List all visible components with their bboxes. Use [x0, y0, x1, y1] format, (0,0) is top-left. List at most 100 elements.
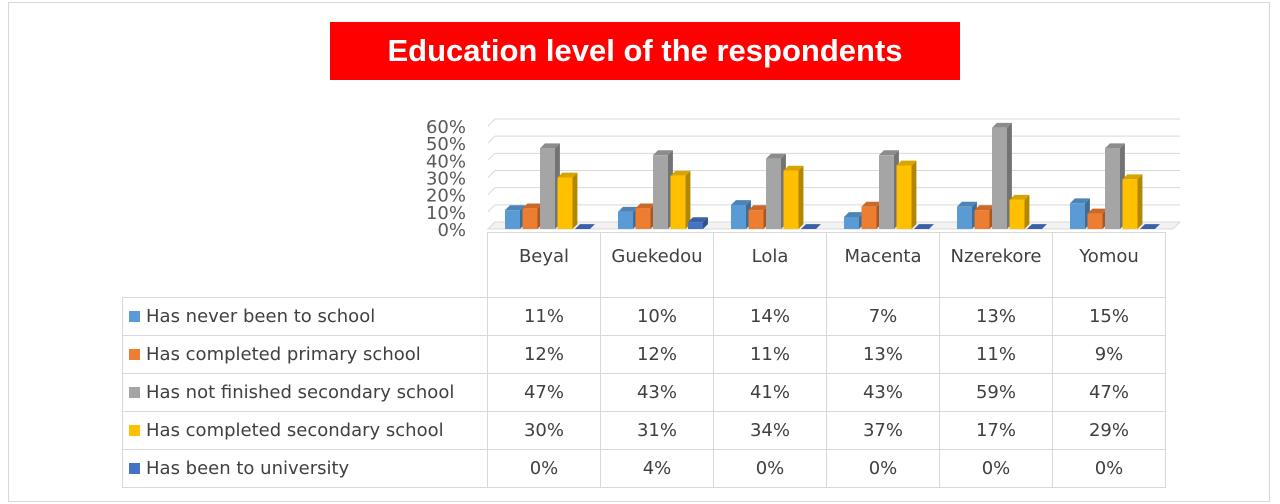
data-cell-text: 17% — [975, 420, 1016, 441]
data-cell: 13% — [939, 297, 1053, 336]
data-cell: 13% — [826, 335, 940, 374]
bar-face — [688, 222, 703, 229]
data-cell: 41% — [713, 373, 827, 412]
bar-face — [861, 206, 877, 229]
bar-face — [1137, 174, 1143, 229]
bar-face — [896, 165, 912, 229]
bar-face — [844, 212, 864, 217]
bar — [1122, 174, 1143, 229]
bar-face — [1140, 224, 1160, 229]
legend-entry: Has not finished secondary school — [122, 373, 488, 412]
data-cell-text: 0% — [755, 458, 785, 479]
data-cell: 15% — [1052, 297, 1166, 336]
bar-face — [1122, 174, 1143, 180]
category-label-text: Guekedou — [611, 246, 703, 267]
category-label-text: Beyal — [518, 246, 570, 267]
bar — [748, 205, 769, 229]
bar-face — [572, 172, 578, 229]
bar — [1070, 198, 1090, 229]
bar-face — [670, 175, 686, 229]
bar-face — [1122, 179, 1138, 229]
data-cell: 0% — [713, 449, 827, 488]
bar — [575, 224, 595, 229]
data-cell-text: 13% — [862, 344, 903, 365]
data-cell: 12% — [487, 335, 601, 374]
bar-face — [896, 160, 917, 166]
data-cell-text: 11% — [523, 306, 564, 327]
grid-line — [487, 204, 1180, 213]
bar — [618, 206, 638, 229]
y-tick-label: 50% — [426, 134, 466, 155]
data-cell-text: 41% — [749, 382, 790, 403]
bar — [974, 205, 995, 229]
y-tick-label: 0% — [437, 220, 466, 241]
data-cell-text: 59% — [975, 382, 1016, 403]
data-cell: 0% — [939, 449, 1053, 488]
data-cell: 0% — [826, 449, 940, 488]
bar-face — [783, 165, 804, 171]
bar-face — [861, 201, 882, 207]
data-cell: 34% — [713, 411, 827, 450]
legend-key — [129, 387, 140, 398]
data-cell: 11% — [487, 297, 601, 336]
bar-face — [703, 217, 708, 229]
bar-face — [748, 210, 764, 229]
data-cell-text: 43% — [636, 382, 677, 403]
bar — [557, 172, 578, 229]
data-cell: 9% — [1052, 335, 1166, 374]
bar-face — [505, 205, 525, 211]
bar — [957, 201, 977, 229]
bar-face — [522, 208, 538, 229]
bar-face — [688, 217, 708, 223]
bar — [731, 200, 751, 229]
bar-face — [731, 200, 751, 205]
legend-entry: Has completed primary school — [122, 335, 488, 374]
bar-face — [766, 153, 786, 159]
bar-face — [557, 177, 573, 229]
bar — [766, 153, 786, 229]
legend-entry: Has been to university — [122, 449, 488, 488]
data-cell: 11% — [939, 335, 1053, 374]
bar-face — [618, 206, 638, 212]
bar-face — [653, 150, 673, 156]
bar-face — [766, 158, 781, 229]
data-cell: 0% — [487, 449, 601, 488]
data-cell-text: 47% — [1088, 382, 1129, 403]
data-cell: 31% — [600, 411, 714, 450]
bar — [896, 160, 917, 229]
bar-face — [1105, 148, 1120, 229]
category-label: Lola — [713, 232, 827, 298]
bar-face — [522, 203, 543, 209]
bar-face — [957, 206, 972, 229]
frame — [8, 2, 1270, 502]
bar-face — [879, 155, 894, 229]
legend-text: Has completed secondary school — [146, 420, 444, 441]
data-cell: 59% — [939, 373, 1053, 412]
data-cell-text: 15% — [1088, 306, 1129, 327]
bar-face — [1087, 213, 1103, 229]
bar-face — [685, 170, 691, 229]
data-cell-text: 31% — [636, 420, 677, 441]
data-cell-text: 12% — [523, 344, 564, 365]
bar-face — [557, 172, 578, 178]
bar-face — [911, 160, 917, 229]
bar-face — [505, 210, 520, 229]
data-cell: 43% — [600, 373, 714, 412]
data-cell: 47% — [1052, 373, 1166, 412]
bar-face — [635, 208, 651, 229]
data-cell: 14% — [713, 297, 827, 336]
bar-face — [798, 165, 804, 229]
data-cell: 4% — [600, 449, 714, 488]
bar — [801, 224, 821, 229]
legend-key — [129, 425, 140, 436]
bar-face — [992, 122, 1012, 128]
legend-text: Has completed primary school — [146, 344, 421, 365]
bar — [914, 224, 934, 229]
data-cell-text: 13% — [975, 306, 1016, 327]
bar-face — [974, 205, 995, 211]
category-label-text: Macenta — [844, 246, 922, 267]
bar — [992, 122, 1012, 229]
bar-face — [575, 224, 595, 229]
bar-face — [879, 150, 899, 156]
